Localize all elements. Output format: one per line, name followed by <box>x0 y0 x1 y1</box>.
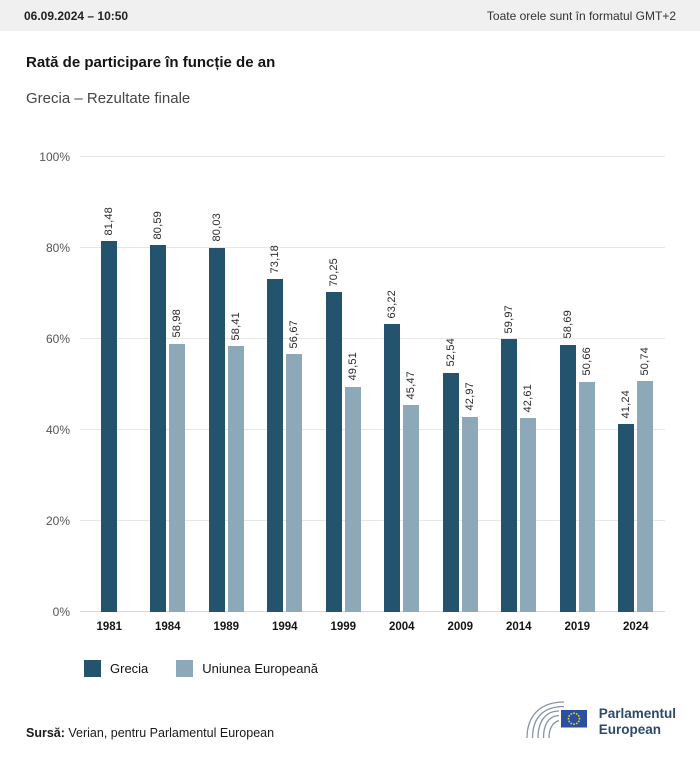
gridline-40% <box>80 429 665 430</box>
ep-logo-line2: European <box>598 721 661 737</box>
bar-value-label: 63,22 <box>386 289 399 319</box>
chart-subtitle: Grecia – Rezultate finale <box>26 90 191 107</box>
ep-logo-wordmark: Parlamentul European <box>599 706 676 737</box>
bar-uniunea-europeană-2009[interactable]: 42,97 <box>461 382 478 612</box>
bar-group-1984: 80,59 58,98 1984 <box>139 157 198 633</box>
x-axis-label-1994: 1994 <box>271 621 298 633</box>
bar-grecia-1981[interactable]: 81,48 <box>101 207 118 612</box>
gridline-20% <box>80 520 665 521</box>
bar-uniunea-europeană-2014[interactable]: 42,61 <box>520 384 537 612</box>
legend-swatch <box>176 660 194 677</box>
x-axis-label-1989: 1989 <box>213 621 240 633</box>
bar-value-label: 58,69 <box>561 310 574 339</box>
bar-value-label: 45,47 <box>405 370 418 400</box>
bar-value-label: 73,18 <box>269 244 282 274</box>
bar-value-label: 80,03 <box>210 213 223 242</box>
y-axis-tick-80%: 80% <box>45 241 70 255</box>
gridline-100% <box>80 156 665 157</box>
bar-uniunea-europeană-2004[interactable]: 45,47 <box>403 371 420 612</box>
bar-value-label: 56,67 <box>288 319 301 349</box>
gridline-0% <box>80 611 665 612</box>
plot-area: 0% 20% 40% 60% 80% 100% 81,48 1981 80,59 58,98 19… <box>39 150 666 633</box>
bar-value-label: 59,97 <box>503 304 516 334</box>
y-axis-tick-0%: 0% <box>52 605 70 619</box>
header-timezone-note: Toate orele sunt în formatul GMT+2 <box>486 8 676 23</box>
bar-grecia-1999[interactable]: 70,25 <box>325 258 342 612</box>
y-axis-tick-100%: 100% <box>39 150 70 164</box>
ep-logo: Parlamentul European <box>524 698 676 745</box>
legend-label: Grecia <box>110 661 149 676</box>
bar-value-label: 58,98 <box>171 309 184 338</box>
bar-group-2009: 52,54 42,97 2009 <box>431 157 490 633</box>
bar-value-label: 58,41 <box>229 311 242 341</box>
x-axis-label-2024: 2024 <box>622 621 649 633</box>
bar-group-2024: 41,24 50,74 2024 <box>607 157 666 633</box>
bar-group-1989: 80,03 58,41 1989 <box>197 157 256 633</box>
bar-group-2004: 63,22 45,47 2004 <box>373 157 432 633</box>
bar-value-label: 50,66 <box>580 346 593 376</box>
legend-swatch <box>84 660 101 677</box>
bar-uniunea-europeană-1994[interactable]: 56,67 <box>286 320 303 612</box>
chart-legend: Grecia Uniunea Europeană <box>84 660 318 677</box>
bar-value-label: 42,61 <box>522 383 535 413</box>
source-note: Sursă: Verian, pentru Parlamentul Europe… <box>26 726 274 740</box>
bar-group-1999: 70,25 49,51 1999 <box>314 157 373 633</box>
bar-group-2014: 59,97 42,61 2014 <box>490 157 549 633</box>
x-axis-label-2014: 2014 <box>505 621 532 633</box>
bar-group-1981: 81,48 1981 <box>80 157 139 633</box>
source-label: Sursă: <box>26 726 65 740</box>
bar-value-label: 41,24 <box>620 389 633 419</box>
bar-grecia-2019[interactable]: 58,69 <box>559 310 576 612</box>
bar-grecia-2009[interactable]: 52,54 <box>442 338 459 612</box>
bar-value-label: 42,97 <box>463 381 476 411</box>
bar-value-label: 49,51 <box>346 352 359 381</box>
y-axis-tick-20%: 20% <box>45 514 70 528</box>
bar-grecia-1989[interactable]: 80,03 <box>208 213 225 612</box>
bars-layer: 81,48 1981 80,59 58,98 1984 80,03 58,41 1989 73,… <box>80 157 666 633</box>
bar-group-1994: 73,18 56,67 1994 <box>256 157 315 633</box>
bar-grecia-2014[interactable]: 59,97 <box>501 305 518 612</box>
bar-uniunea-europeană-1989[interactable]: 58,41 <box>227 312 244 612</box>
bar-uniunea-europeană-2019[interactable]: 50,66 <box>578 347 595 612</box>
eu-flag <box>560 710 587 728</box>
header-datetime: 06.09.2024 – 10:50 <box>24 8 129 23</box>
ep-logo-line1: Parlamentul <box>598 705 676 721</box>
x-axis-label-1981: 1981 <box>96 621 123 633</box>
bar-group-2019: 58,69 50,66 2019 <box>548 157 607 633</box>
legend-item-grecia: Grecia <box>84 660 148 677</box>
gridline-80% <box>80 247 665 248</box>
bar-uniunea-europeană-1984[interactable]: 58,98 <box>169 309 186 612</box>
bar-value-label: 70,25 <box>327 257 340 287</box>
bar-value-label: 80,59 <box>152 210 165 240</box>
x-axis-label-2009: 2009 <box>447 621 474 633</box>
bar-grecia-1984[interactable]: 80,59 <box>150 211 167 612</box>
bar-grecia-1994[interactable]: 73,18 <box>267 245 284 612</box>
bar-grecia-2004[interactable]: 63,22 <box>384 290 401 612</box>
source-text: Verian, pentru Parlamentul European <box>64 726 275 740</box>
bar-value-label: 81,48 <box>103 206 116 236</box>
x-axis-label-1999: 1999 <box>330 621 357 633</box>
bar-uniunea-europeană-2024[interactable]: 50,74 <box>637 347 654 612</box>
chart-title: Rată de participare în funcție de an <box>26 54 276 71</box>
x-axis-label-2019: 2019 <box>564 621 591 633</box>
x-axis-label-2004: 2004 <box>388 621 415 633</box>
legend-item-uniunea-europeană: Uniunea Europeană <box>176 660 318 677</box>
gridline-60% <box>80 338 665 339</box>
y-axis-tick-60%: 60% <box>45 332 70 346</box>
legend-label: Uniunea Europeană <box>202 661 318 676</box>
bar-value-label: 52,54 <box>444 338 457 367</box>
header-bar: 06.09.2024 – 10:50 Toate orele sunt în f… <box>0 0 700 31</box>
bar-uniunea-europeană-1999[interactable]: 49,51 <box>344 352 361 612</box>
bar-grecia-2024[interactable]: 41,24 <box>618 390 635 612</box>
bar-value-label: 50,74 <box>639 346 652 376</box>
ep-logo-icon <box>524 698 590 745</box>
y-axis-tick-40%: 40% <box>45 423 70 437</box>
x-axis-label-1984: 1984 <box>154 621 181 633</box>
